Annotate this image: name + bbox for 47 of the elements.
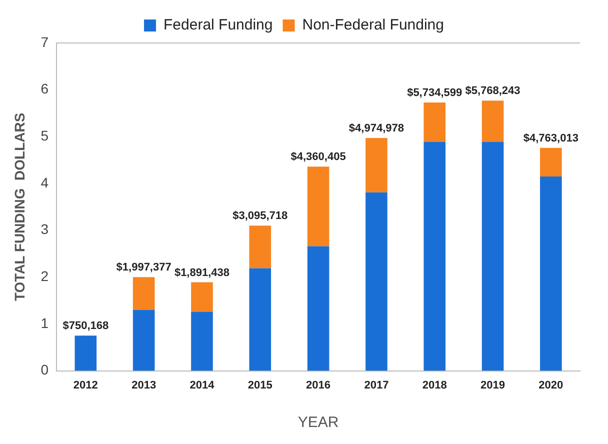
x-axis-title: YEAR (298, 414, 339, 432)
bar (249, 226, 272, 268)
bar (307, 246, 330, 371)
y-tick-label: 2 (40, 268, 49, 284)
y-tick-label: 3 (40, 221, 49, 238)
bar (482, 142, 504, 371)
y-tick-label: 6 (40, 80, 49, 97)
x-tick-label: 2015 (248, 379, 272, 392)
x-tick-label: 2012 (73, 379, 98, 392)
bar (132, 310, 155, 371)
bar (191, 282, 213, 312)
y-tick-label: 4 (40, 174, 49, 190)
annotation: $1,997,377 (116, 262, 172, 274)
annotation: $750,168 (62, 320, 109, 332)
bar (424, 102, 446, 142)
y-tick-label: 5 (40, 128, 49, 144)
bar (249, 268, 272, 371)
bar (540, 176, 562, 371)
legend-label: Non-Federal Funding (302, 16, 444, 34)
annotation: $5,734,599 (407, 87, 462, 100)
annotation: $3,095,718 (232, 210, 288, 222)
annotation: $4,974,978 (348, 122, 404, 135)
annotation: $4,360,405 (290, 151, 346, 164)
bar (74, 336, 97, 371)
bar (191, 312, 213, 371)
annotation: $5,768,243 (465, 85, 520, 98)
bar (307, 166, 330, 246)
annotation: $4,763,013 (523, 132, 578, 144)
x-tick-label: 2017 (364, 379, 389, 392)
y-tick-label: 0 (40, 362, 49, 378)
x-tick-label: 2016 (306, 379, 331, 392)
x-tick-label: 2020 (538, 379, 564, 392)
bar (132, 277, 155, 310)
y-axis-title: TOTAL FUNDING DOLLARS (11, 112, 28, 302)
x-tick-label: 2019 (480, 379, 506, 392)
x-tick-label: 2014 (190, 379, 216, 392)
legend-label: Federal Funding (164, 16, 273, 34)
x-tick-label: 2013 (132, 379, 156, 392)
x-tick-label: 2018 (422, 379, 447, 392)
annotation: $1,891,438 (174, 266, 230, 279)
y-tick-label: 1 (40, 314, 49, 331)
bar (540, 148, 562, 176)
y-tick-label: 7 (40, 34, 49, 50)
bar (366, 138, 388, 192)
bar (366, 192, 388, 371)
bar (482, 100, 504, 142)
bar (424, 142, 446, 371)
